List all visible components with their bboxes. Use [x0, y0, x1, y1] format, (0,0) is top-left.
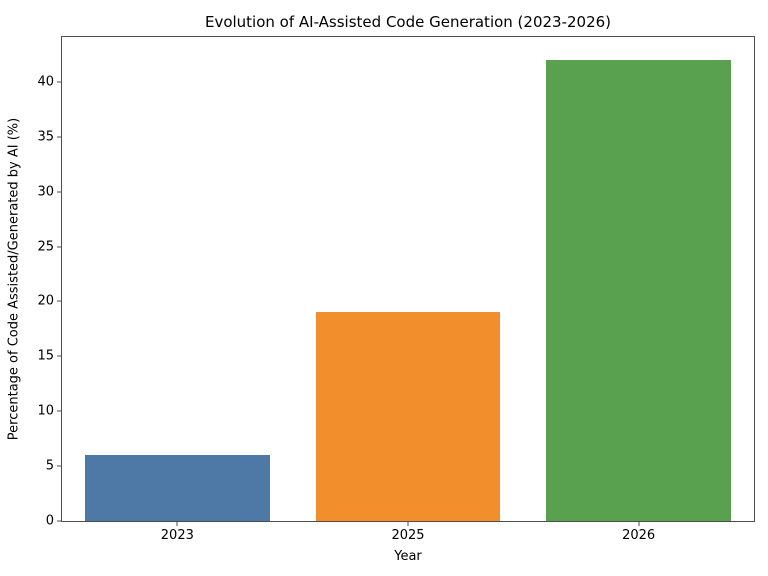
x-tick-label: 2023	[160, 528, 194, 543]
y-axis-label: Percentage of Code Assisted/Generated by…	[6, 117, 22, 441]
y-tick-label: 35	[37, 129, 54, 145]
bar-2025	[315, 312, 501, 521]
x-tick-mark	[638, 522, 640, 526]
bar-2023	[85, 455, 270, 521]
y-tick-label: 0	[45, 513, 54, 529]
bar-2026	[546, 60, 731, 521]
y-tick-mark	[57, 191, 61, 193]
y-tick-label: 30	[37, 184, 54, 200]
plot-area: 0 5 10 15 20 25 30 35 40 2023 2025 2026	[37, 36, 755, 543]
y-tick-mark	[57, 520, 61, 522]
y-tick-mark	[57, 300, 61, 302]
y-tick-label: 10	[37, 403, 54, 419]
x-tick-label: 2025	[391, 528, 425, 543]
y-tick-mark	[57, 465, 61, 467]
y-tick-label: 15	[37, 348, 54, 364]
y-tick-label: 25	[37, 239, 54, 255]
chart-title: Evolution of AI-Assisted Code Generation…	[204, 13, 612, 31]
x-tick-mark	[176, 522, 178, 526]
y-tick-mark	[57, 246, 61, 248]
y-tick-label: 20	[37, 293, 54, 309]
y-tick-label: 5	[45, 458, 54, 474]
y-tick-mark	[57, 355, 61, 357]
x-tick-label: 2026	[622, 528, 656, 543]
y-tick-label: 40	[37, 74, 54, 90]
y-tick-mark	[57, 136, 61, 138]
y-tick-mark	[57, 410, 61, 412]
x-tick-mark	[407, 522, 409, 526]
x-axis-label: Year	[394, 549, 422, 564]
y-tick-mark	[57, 81, 61, 83]
